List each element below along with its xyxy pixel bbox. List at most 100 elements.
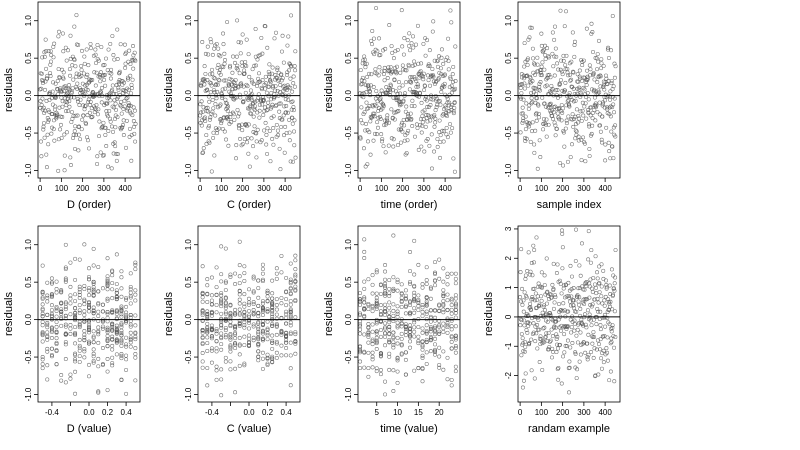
data-point <box>128 271 133 276</box>
x-tick-label: -0.4 <box>205 408 219 417</box>
data-point <box>274 276 279 281</box>
data-point <box>124 118 129 123</box>
data-point <box>441 294 446 299</box>
data-point <box>288 292 293 297</box>
data-point <box>401 67 406 72</box>
data-point <box>420 343 425 348</box>
data-point <box>273 104 278 109</box>
data-point <box>428 118 433 123</box>
data-point <box>561 301 566 306</box>
data-point <box>567 365 572 370</box>
data-point <box>214 346 219 351</box>
data-point <box>270 309 275 314</box>
data-point <box>366 332 371 337</box>
data-point <box>237 281 242 286</box>
data-point <box>108 98 113 103</box>
data-point <box>265 326 270 331</box>
data-point <box>119 304 124 309</box>
y-tick-label: 0 <box>504 314 513 319</box>
data-point <box>418 117 423 122</box>
data-point <box>591 355 596 360</box>
data-point <box>95 112 100 117</box>
data-point <box>427 48 432 53</box>
data-point <box>420 330 425 335</box>
data-point <box>403 303 408 308</box>
data-point <box>533 339 538 344</box>
data-point <box>234 143 239 148</box>
data-point <box>537 115 542 120</box>
data-point <box>424 265 429 270</box>
data-point <box>124 316 129 321</box>
data-point <box>105 101 110 106</box>
data-point <box>258 140 263 145</box>
data-point <box>73 315 78 320</box>
data-point <box>420 379 425 384</box>
data-point <box>524 295 529 300</box>
data-point <box>446 58 451 63</box>
data-point <box>40 355 45 359</box>
data-point <box>610 325 615 330</box>
data-point <box>418 69 423 74</box>
data-point <box>445 355 450 360</box>
data-point <box>103 125 108 130</box>
data-point <box>410 124 415 128</box>
data-point <box>584 116 589 121</box>
data-point <box>374 341 379 346</box>
data-point <box>232 97 237 102</box>
data-point <box>449 335 454 340</box>
data-point <box>543 57 548 62</box>
data-point <box>115 152 120 157</box>
data-point <box>115 115 120 120</box>
data-point <box>366 307 371 312</box>
data-point <box>82 349 87 354</box>
data-point <box>522 323 527 328</box>
data-point <box>408 281 413 286</box>
data-point <box>536 327 540 332</box>
data-point <box>260 350 265 355</box>
data-point <box>445 274 450 279</box>
data-point <box>119 322 124 327</box>
data-point <box>233 390 238 395</box>
data-point <box>599 57 604 62</box>
data-point <box>201 146 206 151</box>
data-point <box>410 63 415 68</box>
data-point <box>58 114 63 119</box>
data-point <box>282 150 287 155</box>
data-point <box>218 72 223 77</box>
data-point <box>112 140 117 145</box>
data-point <box>414 42 418 47</box>
data-point <box>605 107 610 112</box>
data-point <box>358 68 363 73</box>
data-point <box>94 103 99 108</box>
data-point <box>279 49 284 54</box>
data-point <box>274 122 279 127</box>
data-point <box>93 52 98 57</box>
data-point <box>86 97 91 102</box>
data-point <box>68 163 73 167</box>
data-point <box>564 344 569 349</box>
data-point <box>452 169 457 174</box>
data-point <box>261 112 266 117</box>
data-point <box>449 271 454 276</box>
data-point <box>64 103 69 108</box>
data-point <box>374 270 379 275</box>
data-point <box>560 266 565 271</box>
data-point <box>441 321 446 326</box>
data-point <box>370 309 375 314</box>
data-point <box>64 109 69 114</box>
data-point <box>40 339 45 344</box>
data-point <box>412 59 417 64</box>
data-point <box>75 99 80 104</box>
data-point <box>128 330 133 335</box>
data-point <box>200 359 205 364</box>
data-point <box>526 56 530 61</box>
data-point <box>288 323 293 328</box>
data-point <box>567 295 572 300</box>
data-point <box>87 293 91 298</box>
data-point <box>228 319 233 324</box>
data-point <box>219 272 224 277</box>
data-point <box>85 72 90 77</box>
data-point <box>387 337 392 342</box>
data-point <box>607 378 612 383</box>
